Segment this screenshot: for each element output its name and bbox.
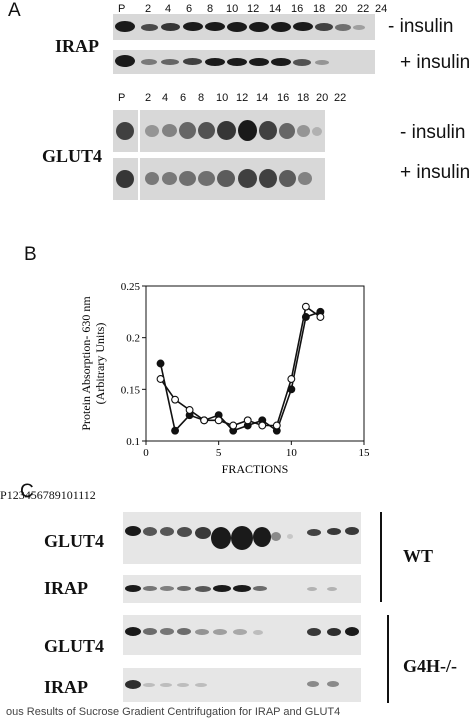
data-point-open bbox=[272, 421, 281, 430]
lane-label: 4 bbox=[24, 488, 31, 502]
lane-label: 16 bbox=[277, 92, 290, 104]
data-point-open bbox=[185, 406, 194, 414]
y-tick-label: 0.2 bbox=[126, 333, 140, 345]
x-tick-label: 15 bbox=[359, 447, 371, 459]
lane-label: 11 bbox=[72, 488, 84, 502]
data-point-filled bbox=[156, 359, 165, 368]
glut4-minus-insulin-blot bbox=[113, 110, 325, 152]
lane-label: 14 bbox=[269, 3, 282, 15]
panel-a-irap-label: IRAP bbox=[55, 36, 99, 56]
g4h-bracket-line bbox=[387, 615, 389, 703]
lane-label: 18 bbox=[313, 3, 326, 15]
g4h-label: G4H-/- bbox=[403, 656, 457, 676]
lane-label: 10 bbox=[216, 92, 229, 104]
lane-label: 7 bbox=[42, 488, 49, 502]
data-point-open bbox=[214, 416, 223, 425]
irap-minus-insulin-blot bbox=[113, 14, 375, 40]
lane-label: 6 bbox=[186, 3, 193, 15]
lane-label: 18 bbox=[297, 92, 310, 104]
y-tick-label: 0.1 bbox=[126, 436, 140, 448]
panel-a-irap-lane-labels: P 2 4 6 8 10 12 14 16 18 20 22 24 bbox=[0, 3, 474, 17]
lane-label: 24 bbox=[375, 3, 388, 15]
lane-label: 2 bbox=[12, 488, 19, 502]
data-point-open bbox=[171, 395, 180, 404]
plot-frame bbox=[145, 285, 365, 442]
data-point-open bbox=[287, 375, 296, 383]
panel-c-wt-irap-label: IRAP bbox=[44, 578, 88, 598]
lane-label: 10 bbox=[226, 3, 239, 15]
lane-label: 9 bbox=[54, 488, 61, 502]
lane-label: 20 bbox=[335, 3, 348, 15]
panel-c-letter: C bbox=[20, 481, 34, 502]
irap-plus-insulin-blot bbox=[113, 50, 375, 74]
data-point-open bbox=[229, 421, 238, 430]
lane-label: P bbox=[118, 92, 126, 104]
wt-glut4-blot bbox=[123, 512, 361, 564]
lane-label: 4 bbox=[165, 3, 172, 15]
lane-label: 22 bbox=[357, 3, 370, 15]
lane-label: 1 bbox=[6, 488, 13, 502]
wt-irap-blot bbox=[123, 575, 361, 603]
lane-label: 12 bbox=[247, 3, 260, 15]
lane-label: 22 bbox=[334, 92, 347, 104]
y-axis-label: Protein Absorption- 630 nm(Arbitrary Uni… bbox=[79, 296, 107, 431]
lane-label: P bbox=[0, 488, 7, 502]
figure-caption: ous Results of Sucrose Gradient Centrifu… bbox=[6, 706, 341, 718]
series-line-filled bbox=[159, 311, 321, 433]
lane-label: 6 bbox=[180, 92, 187, 104]
lane-label: P bbox=[118, 3, 126, 15]
data-point-open bbox=[258, 421, 267, 430]
lane-label: 4 bbox=[162, 92, 169, 104]
panel-a-glut4-lane-labels: P 2 4 6 8 10 12 14 16 18 20 22 bbox=[0, 92, 474, 106]
panel-a-letter: A bbox=[8, 0, 21, 21]
data-point-open bbox=[156, 375, 165, 383]
data-point-open bbox=[316, 313, 325, 321]
lane-label: 2 bbox=[145, 92, 152, 104]
wt-bracket-line bbox=[380, 512, 382, 602]
irap-plus-insulin-label: + insulin bbox=[400, 52, 471, 73]
lane-label: 8 bbox=[198, 92, 205, 104]
lane-label: 14 bbox=[256, 92, 269, 104]
lane-label: 6 bbox=[36, 488, 43, 502]
x-tick-label: 5 bbox=[216, 447, 222, 459]
x-tick-label: 10 bbox=[286, 447, 298, 459]
irap-minus-insulin-label: - insulin bbox=[388, 16, 454, 37]
glut4-plus-insulin-label: + insulin bbox=[400, 162, 471, 183]
y-tick-label: 0.25 bbox=[121, 281, 141, 293]
absorption-line-chart: 0 5 10 15 0.1 0.15 0.2 0.25 FRACTIONS Protein Abs… bbox=[79, 281, 371, 476]
panel-c-wt-glut4-label: GLUT4 bbox=[44, 531, 105, 551]
glut4-minus-insulin-label: - insulin bbox=[400, 122, 466, 143]
lane-label: 8 bbox=[207, 3, 214, 15]
x-axis-label: FRACTIONS bbox=[222, 462, 289, 476]
lane-label: 5 bbox=[30, 488, 37, 502]
g4h-irap-blot bbox=[123, 668, 361, 702]
wt-label: WT bbox=[403, 546, 434, 566]
lane-label: 10 bbox=[60, 488, 73, 502]
panel-c-lane-labels: P123456789101112 bbox=[0, 488, 474, 504]
lane-label: 12 bbox=[236, 92, 249, 104]
panel-a-glut4-label: GLUT4 bbox=[42, 146, 103, 166]
panel-b-letter: B bbox=[24, 244, 37, 265]
glut4-plus-insulin-blot bbox=[113, 158, 325, 200]
data-point-open bbox=[243, 416, 252, 425]
lane-label: 2 bbox=[145, 3, 152, 15]
data-point-filled bbox=[171, 426, 180, 435]
lane-label: 3 bbox=[18, 488, 25, 502]
data-point-open bbox=[301, 302, 310, 311]
panel-c-g4h-glut4-label: GLUT4 bbox=[44, 636, 105, 656]
lane-label: 12 bbox=[83, 488, 96, 502]
data-point-open bbox=[200, 416, 209, 425]
g4h-glut4-blot bbox=[123, 615, 361, 655]
y-tick-label: 0.15 bbox=[121, 384, 141, 396]
x-tick-label: 0 bbox=[143, 447, 149, 459]
lane-label: 8 bbox=[48, 488, 55, 502]
lane-label: 16 bbox=[291, 3, 304, 15]
lane-label: 20 bbox=[316, 92, 329, 104]
panel-c-g4h-irap-label: IRAP bbox=[44, 677, 88, 697]
